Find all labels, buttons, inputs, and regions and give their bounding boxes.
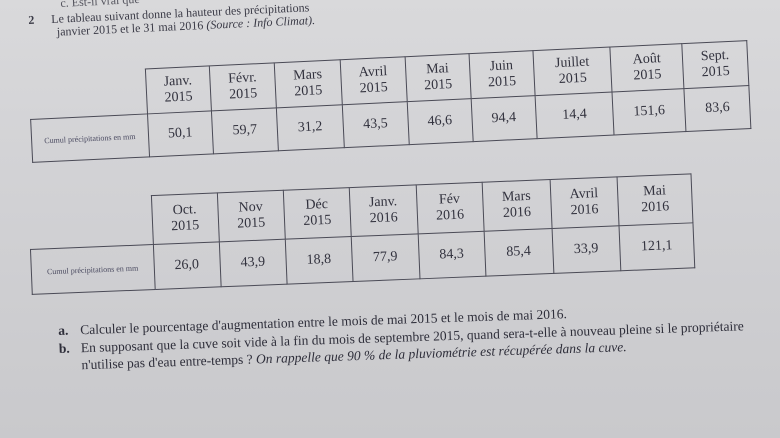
value-cell: 43,9 bbox=[218, 239, 287, 287]
month-header: Juillet 2015 bbox=[532, 47, 613, 96]
value-cell: 94,4 bbox=[470, 95, 537, 142]
questions-list: a. Calculer le pourcentage d'augmentatio… bbox=[58, 299, 759, 375]
value-cell: 33,9 bbox=[551, 225, 621, 274]
value-cell: 43,5 bbox=[341, 101, 409, 148]
value-cell: 85,4 bbox=[483, 228, 554, 277]
value-cell: 84,3 bbox=[417, 231, 486, 279]
value-cell: 83,6 bbox=[684, 85, 751, 132]
month-header: Oct. 2015 bbox=[150, 192, 219, 245]
month-header: Fév 2016 bbox=[415, 182, 484, 234]
precipitation-table-1: Janv. 2015 Févr. 2015 Mars 2015 Avril 2015 M… bbox=[28, 40, 751, 163]
month-header: Avril 2015 bbox=[339, 56, 407, 105]
month-header: Mars 2016 bbox=[481, 179, 552, 232]
value-cell: 59,7 bbox=[211, 107, 279, 154]
value-cell: 14,4 bbox=[534, 91, 615, 139]
value-cell: 26,0 bbox=[152, 241, 221, 290]
exercise-number: 2 bbox=[27, 12, 35, 27]
month-header: Sept. 2015 bbox=[681, 40, 749, 89]
value-cell: 77,9 bbox=[351, 233, 420, 282]
row-label: Cumul précipitations en mm bbox=[30, 244, 155, 295]
month-header: Août 2015 bbox=[610, 43, 685, 92]
value-cell: 151,6 bbox=[612, 88, 687, 135]
month-header: Févr. 2015 bbox=[209, 62, 277, 111]
precipitation-table-2: Oct. 2015 Nov 2015 Déc 2015 Janv. 2016 Fév 20… bbox=[28, 173, 695, 295]
table-corner bbox=[29, 69, 147, 119]
month-header: Janv. 2016 bbox=[349, 184, 418, 237]
month-header: Juin 2015 bbox=[468, 50, 535, 99]
month-header: Janv. 2015 bbox=[144, 65, 212, 114]
row-label: Cumul précipitations en mm bbox=[30, 113, 150, 163]
month-header: Nov 2015 bbox=[216, 190, 285, 242]
value-cell: 18,8 bbox=[284, 236, 353, 285]
value-cell: 46,6 bbox=[406, 98, 473, 145]
question-label: b. bbox=[58, 340, 71, 356]
value-cell: 50,1 bbox=[147, 110, 214, 157]
month-header: Mai 2016 bbox=[616, 173, 693, 226]
question-label: a. bbox=[58, 322, 69, 338]
table-corner bbox=[29, 196, 153, 250]
month-header: Avril 2016 bbox=[549, 176, 619, 229]
value-cell: 121,1 bbox=[618, 222, 695, 271]
month-header: Déc 2015 bbox=[283, 187, 352, 240]
value-cell: 31,2 bbox=[276, 104, 344, 151]
month-header: Mars 2015 bbox=[274, 59, 342, 108]
month-header: Mai 2015 bbox=[404, 53, 471, 102]
